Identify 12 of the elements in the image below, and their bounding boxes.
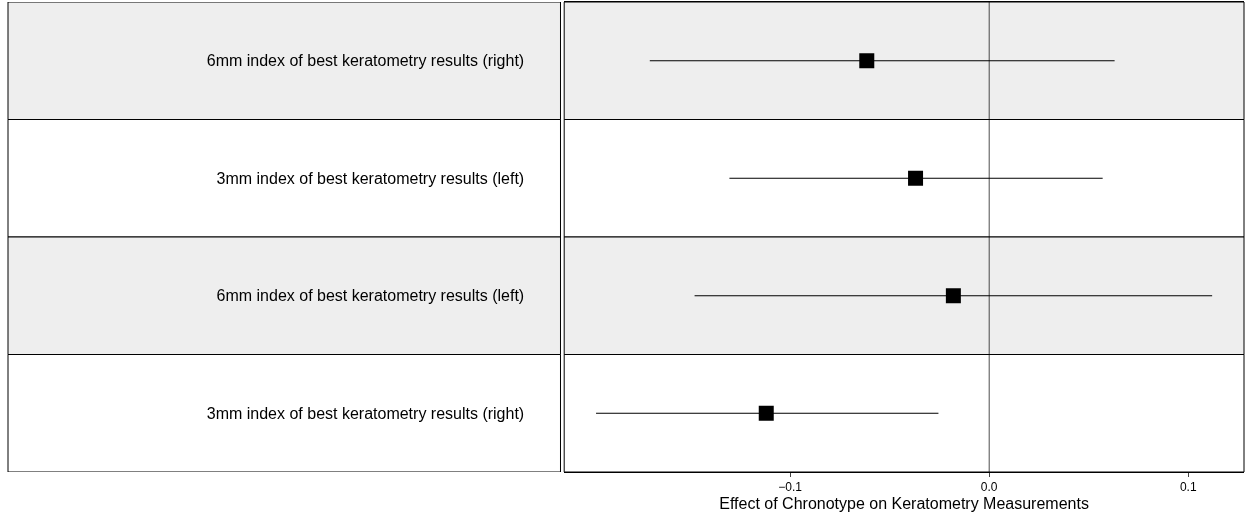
- y-tick-label: 6mm index of best keratometry results (left): [216, 287, 525, 305]
- y-tick-label: 3mm index of best keratometry results (right): [206, 404, 525, 422]
- y-tick-label: 6mm index of best keratometry results (right): [206, 52, 525, 70]
- x-tick-label: 0.1: [1179, 480, 1197, 495]
- x-axis-title: Effect of Chronotype on Keratometry Measurements: [719, 495, 1089, 513]
- point: [859, 53, 875, 69]
- point: [945, 288, 961, 304]
- x-tick-label: 0.0: [980, 480, 998, 495]
- point: [758, 405, 774, 421]
- y-tick-label: 3mm index of best keratometry results (left): [216, 169, 525, 187]
- x-tick-label: −0.1: [778, 480, 803, 495]
- point: [908, 170, 924, 186]
